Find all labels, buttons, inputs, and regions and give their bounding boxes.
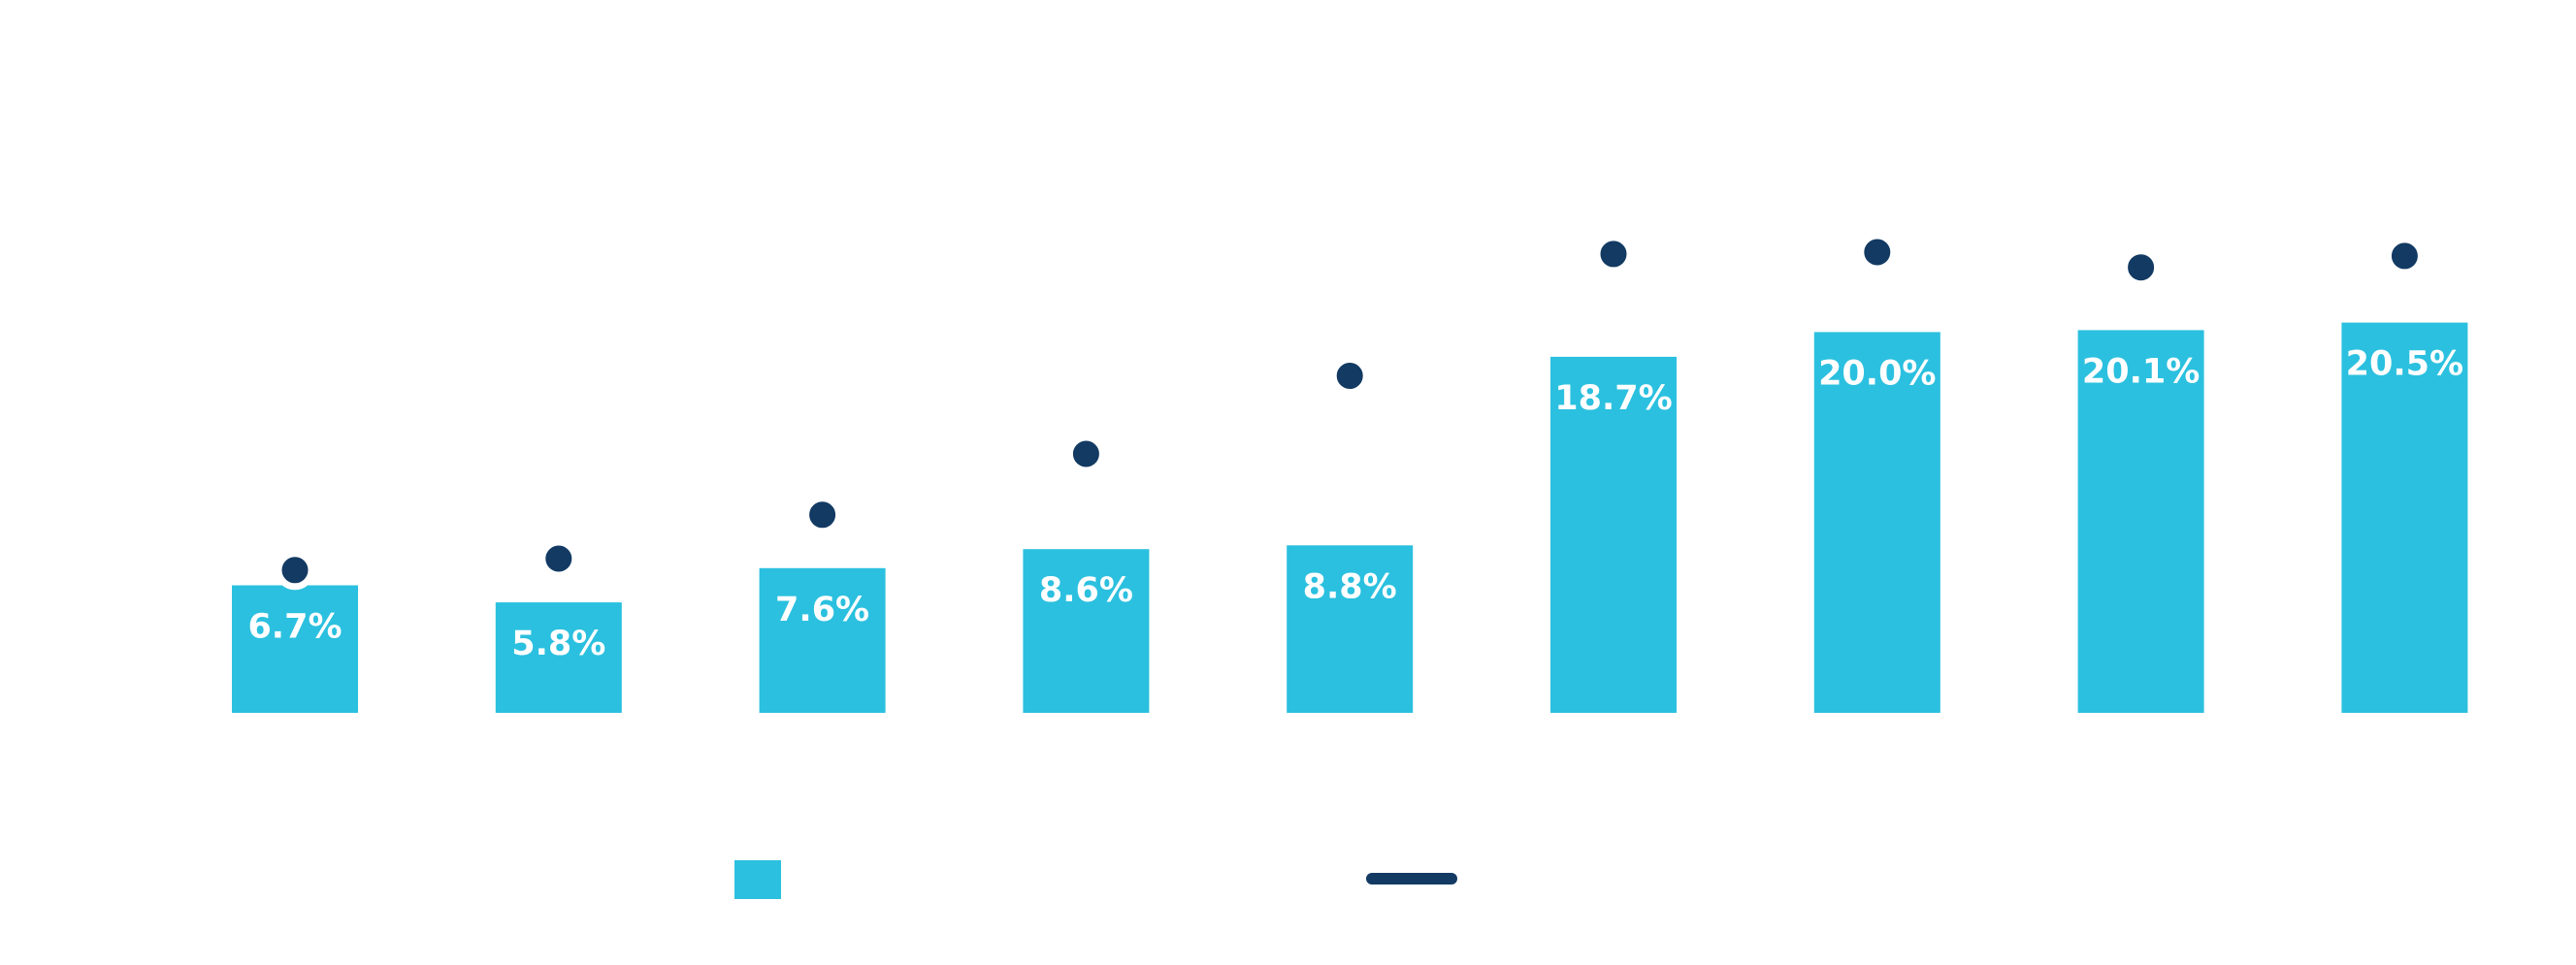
bar-7	[1813, 332, 1940, 713]
bar-5	[1287, 545, 1414, 713]
point-5	[1329, 356, 1370, 396]
bar-label-2: 5.8%	[511, 625, 605, 663]
legend-swatch-bars	[734, 860, 781, 899]
point-7	[1857, 232, 1898, 273]
bar-label-7: 20.0%	[1818, 354, 1936, 393]
bar-label-1: 6.7%	[247, 608, 342, 647]
point-2	[538, 538, 579, 579]
bars-layer	[232, 322, 2468, 713]
bar-9	[2341, 322, 2468, 713]
point-1	[275, 550, 315, 591]
point-9	[2384, 236, 2425, 276]
bar-label-3: 7.6%	[775, 591, 869, 629]
bar-4	[1023, 549, 1150, 713]
bar-2	[495, 602, 622, 713]
bar-label-8: 20.1%	[2082, 352, 2200, 391]
bar-label-5: 8.8%	[1303, 567, 1397, 606]
bar-label-9: 20.5%	[2346, 345, 2463, 384]
labels-layer: 6.7% 5.8% 7.6% 8.6% 8.8% 18.7% 20.0% 20.1% 20.5%	[247, 345, 2463, 663]
bar-8	[2077, 330, 2204, 713]
point-4	[1065, 434, 1106, 474]
point-6	[1593, 234, 1634, 274]
bar-6	[1550, 356, 1677, 713]
bar-1	[232, 585, 358, 713]
point-8	[2121, 247, 2162, 288]
point-3	[802, 495, 843, 535]
bar-label-4: 8.6%	[1039, 571, 1133, 610]
legend	[734, 860, 1457, 899]
bar-label-6: 18.7%	[1554, 379, 1672, 418]
bar-3	[759, 567, 886, 713]
points-layer	[275, 232, 2425, 591]
